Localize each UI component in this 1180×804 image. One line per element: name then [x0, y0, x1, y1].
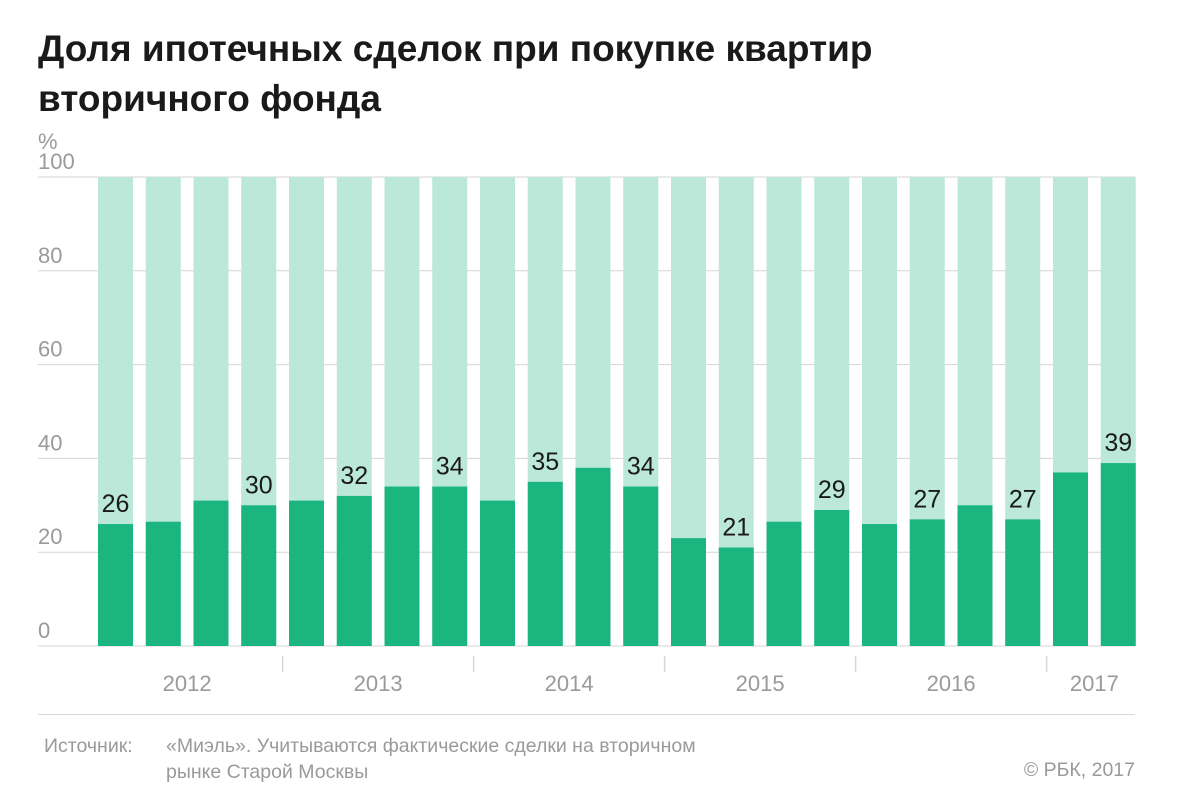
bar-value-label: 34	[627, 453, 655, 481]
bar	[432, 486, 468, 646]
bar	[766, 521, 802, 646]
bar-value-label: 26	[102, 490, 130, 518]
source-line-2: рынке Старой Москвы	[166, 761, 369, 783]
y-axis-unit-label: %	[38, 129, 58, 154]
bar-value-label: 35	[531, 448, 559, 476]
bar-value-label: 34	[436, 453, 464, 481]
x-year-label: 2015	[736, 671, 785, 696]
bar	[814, 509, 850, 646]
source-note: Источник: «Миэль». Учитываются фактически…	[44, 733, 864, 785]
footer-divider	[38, 714, 1135, 715]
y-tick-label: 40	[38, 430, 62, 455]
bar	[957, 505, 993, 646]
bar	[145, 521, 181, 646]
x-year-label: 2016	[927, 671, 976, 696]
bar	[480, 500, 515, 646]
y-tick-label: 60	[38, 337, 62, 362]
bar	[384, 486, 420, 646]
bar-value-label: 39	[1104, 429, 1132, 457]
copyright: © РБК, 2017	[1023, 759, 1135, 781]
bar	[336, 495, 372, 646]
bar	[575, 467, 611, 646]
bar	[241, 505, 277, 646]
bar	[1053, 472, 1088, 646]
bar	[527, 481, 563, 646]
y-tick-label: 20	[38, 524, 62, 549]
bar-value-label: 27	[913, 485, 941, 513]
chart-title-line-2: вторичного фонда	[38, 78, 381, 119]
bar	[623, 486, 659, 646]
x-year-label: 2012	[163, 671, 212, 696]
bar-chart: % 0 20 40 60 80 100 26 30 32 34 35 34 21 29 27 27 39 2012 2…	[38, 129, 1136, 696]
bar-value-label: 30	[245, 471, 273, 499]
y-tick-label: 80	[38, 243, 62, 268]
y-tick-label: 100	[38, 149, 75, 174]
bar-value-label: 21	[722, 514, 750, 542]
y-tick-label: 0	[38, 618, 50, 643]
bar	[862, 524, 897, 646]
bar	[1100, 463, 1136, 646]
x-year-label: 2013	[354, 671, 403, 696]
chart-title: Доля ипотечных сделок при покупке кварти…	[38, 24, 1138, 124]
source-label: Источник:	[44, 735, 133, 757]
bar-value-label: 27	[1009, 485, 1037, 513]
bar-value-label: 29	[818, 476, 846, 504]
bar-value-label: 32	[340, 462, 368, 490]
bar	[98, 524, 133, 646]
bar	[909, 519, 945, 646]
x-year-label: 2017	[1070, 671, 1119, 696]
bar	[671, 538, 706, 646]
bar	[193, 500, 229, 646]
bar	[718, 547, 754, 646]
x-year-label: 2014	[545, 671, 594, 696]
chart-title-line-1: Доля ипотечных сделок при покупке кварти…	[38, 28, 873, 69]
bar	[1005, 519, 1041, 646]
bar	[289, 500, 324, 646]
source-line-1: «Миэль». Учитываются фактические сделки …	[166, 735, 696, 757]
